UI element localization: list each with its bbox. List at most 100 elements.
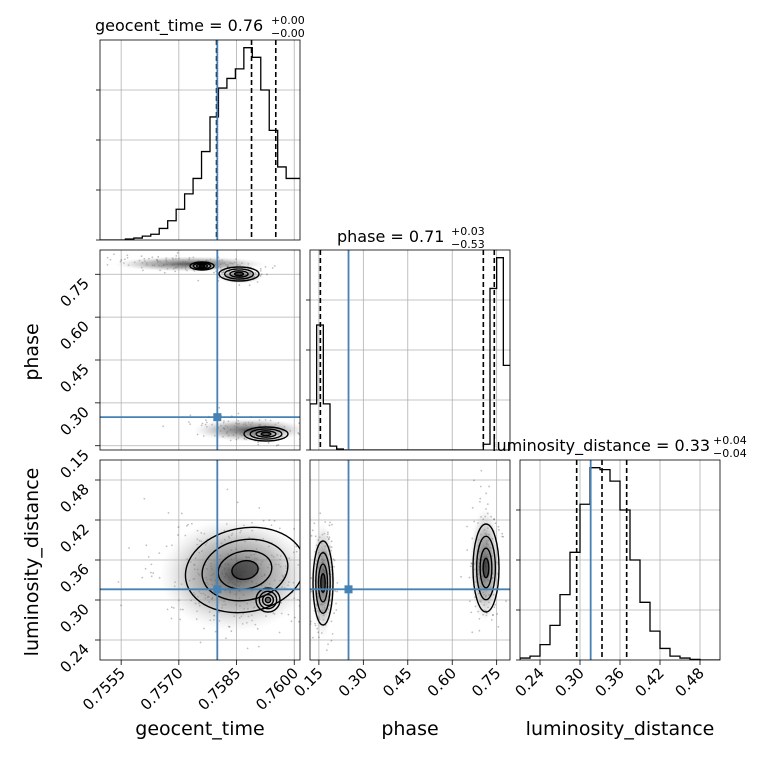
scatter-luminosity_distance-vs-phase-sample [307, 544, 309, 546]
scatter-luminosity_distance-vs-phase-contour-1-2 [479, 547, 493, 589]
scatter-luminosity_distance-vs-phase-frame [309, 459, 511, 661]
scatter-luminosity_distance-vs-geocent_time-sample [302, 574, 304, 576]
scatter-luminosity_distance-vs-phase-sample [486, 503, 489, 506]
scatter-phase-vs-geocent_time-sample [259, 267, 262, 270]
scatter-luminosity_distance-vs-phase-contour-0-1 [315, 552, 331, 614]
scatter-phase-vs-geocent_time-sample [332, 432, 334, 434]
scatter-luminosity_distance-vs-phase-sample [312, 636, 314, 639]
scatter-luminosity_distance-vs-geocent_time-sample [273, 519, 276, 522]
scatter-luminosity_distance-vs-geocent_time-contour-1-2 [261, 593, 275, 607]
ytick-label-phase-2: 0.45 [56, 360, 92, 396]
scatter-phase-vs-geocent_time-sample [277, 443, 280, 446]
scatter-luminosity_distance-vs-geocent_time-sample [147, 555, 150, 558]
scatter-phase-vs-geocent_time-contour-2-2 [255, 430, 277, 438]
scatter-luminosity_distance-vs-phase-sample [478, 629, 481, 632]
scatter-phase-vs-geocent_time-sample [259, 270, 262, 272]
scatter-phase-vs-geocent_time-sample [271, 267, 274, 269]
scatter-luminosity_distance-vs-phase-sample [335, 609, 338, 611]
xtick-label-luminosity_distance-0: 0.24 [511, 664, 547, 700]
scatter-luminosity_distance-vs-geocent_time-sample [226, 488, 229, 491]
scatter-luminosity_distance-vs-phase-sample [471, 631, 474, 634]
ylabel-luminosity_distance: luminosity_distance [21, 468, 43, 657]
scatter-luminosity_distance-vs-geocent_time-contour-1-3 [264, 596, 272, 604]
scatter-phase-vs-geocent_time-sample [267, 441, 270, 444]
scatter-luminosity_distance-vs-phase-sample [468, 600, 471, 603]
ytick-label-luminosity_distance-3: 0.42 [56, 520, 92, 556]
scatter-luminosity_distance-vs-geocent_time-sample [128, 547, 130, 549]
scatter-phase-vs-geocent_time-sample [140, 255, 143, 258]
scatter-luminosity_distance-vs-geocent_time-sample [149, 571, 152, 574]
scatter-luminosity_distance-vs-phase-sample [466, 549, 469, 551]
xtick-label-geocent_time-2: 0.7585 [195, 664, 245, 714]
xtick-label-geocent_time-0: 0.7555 [79, 664, 129, 714]
hist-phase-steps [310, 257, 510, 450]
scatter-phase-vs-geocent_time-contour-2-3 [260, 431, 272, 437]
scatter-luminosity_distance-vs-geocent_time-sample [268, 519, 271, 522]
scatter-luminosity_distance-vs-phase-sample [319, 512, 322, 515]
scatter-luminosity_distance-vs-geocent_time-sample [120, 604, 122, 607]
scatter-luminosity_distance-vs-geocent_time-sample [246, 647, 249, 650]
scatter-luminosity_distance-vs-phase-sample [335, 602, 337, 605]
scatter-luminosity_distance-vs-phase-sample [501, 535, 504, 538]
scatter-luminosity_distance-vs-geocent_time-sample [290, 620, 293, 623]
scatter-phase-vs-geocent_time-sample [188, 421, 190, 423]
hist-geocent_time [96, 39, 301, 241]
scatter-luminosity_distance-vs-geocent_time-sample [217, 672, 219, 674]
xtick-label-phase-1: 0.30 [335, 664, 371, 700]
scatter-phase-vs-geocent_time-sample [317, 418, 319, 420]
scatter-luminosity_distance-vs-phase-contour-0-3 [320, 573, 326, 593]
scatter-luminosity_distance-vs-phase-sample [327, 643, 329, 646]
scatter-luminosity_distance-vs-phase-sample [333, 612, 336, 615]
title-luminosity_distance-minus: −0.04 [713, 447, 747, 460]
scatter-luminosity_distance-vs-phase-sample [330, 639, 333, 642]
scatter-phase-vs-geocent_time-sample [257, 443, 260, 446]
scatter-luminosity_distance-vs-phase-sample [325, 649, 328, 652]
scatter-phase-vs-geocent_time-sample [238, 284, 241, 286]
scatter-luminosity_distance-vs-phase-sample [502, 535, 505, 538]
scatter-phase-vs-geocent_time-sample [197, 279, 200, 282]
scatter-luminosity_distance-vs-phase-sample [471, 506, 474, 509]
title-phase-plus: +0.03 [451, 225, 485, 238]
scatter-luminosity_distance-vs-phase-contour-1-3 [482, 557, 490, 579]
title-geocent_time-minus: −0.00 [271, 27, 305, 40]
scatter-luminosity_distance-vs-phase [307, 459, 511, 661]
scatter-luminosity_distance-vs-phase-sample [324, 521, 327, 523]
scatter-luminosity_distance-vs-phase-sample [336, 581, 339, 584]
ytick-label-luminosity_distance-0: 0.24 [56, 640, 92, 676]
scatter-luminosity_distance-vs-phase-sample [336, 590, 339, 593]
scatter-luminosity_distance-vs-phase-sample [492, 614, 494, 616]
ytick-label-luminosity_distance-2: 0.36 [56, 560, 92, 596]
scatter-luminosity_distance-vs-geocent_time-sample [158, 552, 161, 555]
scatter-luminosity_distance-vs-geocent_time-sample [262, 519, 265, 522]
scatter-luminosity_distance-vs-geocent_time-sample [177, 534, 179, 536]
scatter-luminosity_distance-vs-geocent_time-sample [203, 627, 205, 630]
scatter-luminosity_distance-vs-geocent_time-sample [144, 567, 147, 570]
xtick-label-phase-3: 0.60 [424, 664, 460, 700]
scatter-luminosity_distance-vs-phase-sample [313, 522, 316, 525]
scatter-luminosity_distance-vs-phase-sample [479, 500, 481, 503]
scatter-phase-vs-geocent_time-sample [175, 254, 178, 257]
scatter-phase-vs-geocent_time-sample [97, 263, 99, 265]
scatter-luminosity_distance-vs-phase-truth-marker [344, 585, 353, 594]
scatter-luminosity_distance-vs-phase-sample [333, 559, 336, 562]
scatter-phase-vs-geocent_time-sample [109, 258, 112, 261]
scatter-luminosity_distance-vs-phase-sample [310, 590, 313, 593]
xlabel-geocent_time: geocent_time [135, 718, 264, 740]
scatter-luminosity_distance-vs-geocent_time-sample [294, 616, 296, 619]
scatter-phase-vs-geocent_time-sample [275, 444, 278, 447]
scatter-luminosity_distance-vs-geocent_time-sample [167, 512, 170, 514]
scatter-luminosity_distance-vs-phase-sample [498, 529, 500, 531]
scatter-phase-vs-geocent_time-sample [264, 265, 267, 268]
scatter-phase-vs-geocent_time-contour-1-2 [195, 263, 209, 269]
scatter-phase-vs-geocent_time-contour-1-1 [192, 262, 212, 270]
scatter-luminosity_distance-vs-geocent_time-sample [165, 545, 168, 548]
scatter-phase-vs-geocent_time-sample [120, 259, 123, 261]
scatter-luminosity_distance-vs-phase-sample [501, 532, 504, 535]
scatter-luminosity_distance-vs-geocent_time-sample [180, 512, 183, 515]
scatter-luminosity_distance-vs-phase-sample [329, 521, 331, 524]
scatter-phase-vs-geocent_time-contour-1-3 [198, 264, 206, 268]
scatter-luminosity_distance-vs-geocent_time-sample [298, 620, 300, 623]
scatter-luminosity_distance-vs-phase-contour-0-2 [317, 563, 329, 603]
scatter-phase-vs-geocent_time-contour-1-0 [189, 261, 215, 271]
